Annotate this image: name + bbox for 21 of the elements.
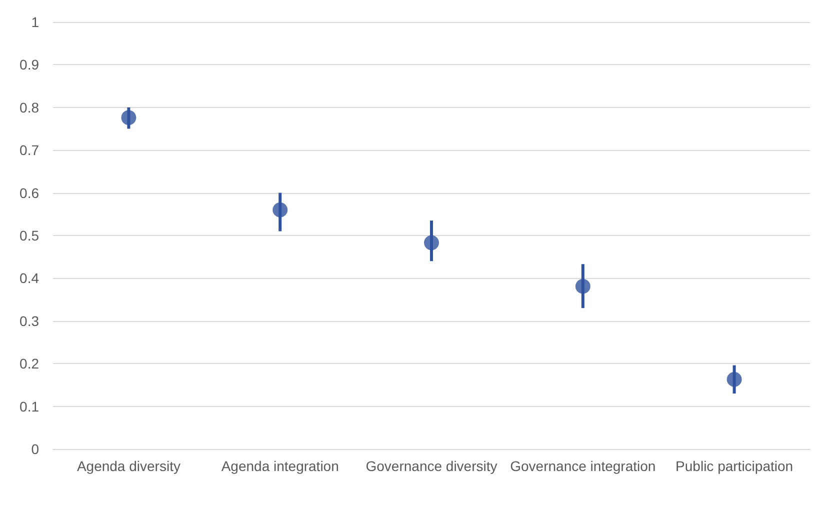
y-tick-label: 0.1 — [20, 398, 40, 414]
point — [121, 110, 136, 126]
y-tick-label: 0.9 — [20, 56, 40, 73]
y-tick-label: 0.3 — [20, 312, 40, 329]
point — [726, 372, 742, 387]
y-tick-label: 0.6 — [20, 184, 40, 201]
point — [424, 235, 439, 250]
y-tick-label: 0.8 — [20, 99, 40, 116]
y-tick-label: 0.2 — [20, 356, 40, 372]
y-tick-label: 0.5 — [20, 228, 40, 244]
point — [272, 202, 288, 218]
x-tick-label: Governance diversity — [366, 458, 498, 474]
y-tick-label: 0 — [31, 441, 40, 457]
x-tick-label: Agenda integration — [221, 458, 339, 474]
x-tick-label: Agenda diversity — [76, 458, 180, 474]
y-tick-label: 1 — [31, 14, 40, 30]
x-tick-label: Governance integration — [510, 458, 656, 474]
y-tick-label: 0.4 — [20, 270, 40, 286]
point — [575, 278, 590, 294]
y-tick-label: 0.7 — [20, 142, 40, 158]
x-tick-label: Public participation — [676, 458, 794, 474]
